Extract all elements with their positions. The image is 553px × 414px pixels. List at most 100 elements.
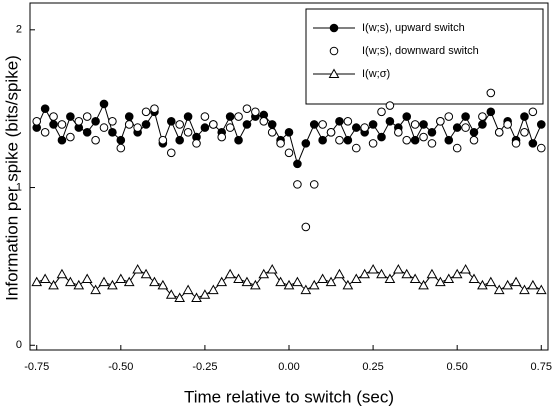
marker — [207, 284, 219, 295]
marker — [368, 120, 378, 129]
marker — [377, 132, 386, 142]
marker — [82, 128, 92, 137]
legend-box — [305, 8, 544, 105]
marker — [199, 289, 211, 299]
marker — [141, 107, 151, 117]
marker — [132, 264, 143, 274]
marker — [317, 273, 328, 284]
marker — [392, 264, 404, 274]
marker — [283, 279, 295, 290]
marker — [124, 120, 134, 129]
marker — [519, 284, 530, 295]
marker — [486, 88, 496, 98]
marker — [40, 104, 50, 113]
marker — [409, 273, 421, 284]
marker — [436, 116, 445, 126]
marker — [225, 123, 235, 132]
legend-marker — [329, 23, 339, 33]
marker — [241, 276, 253, 287]
marker — [108, 128, 117, 137]
marker — [234, 112, 243, 121]
marker — [141, 120, 151, 129]
marker — [200, 112, 210, 121]
marker — [368, 139, 378, 148]
marker — [133, 123, 142, 132]
marker — [56, 268, 68, 279]
marker — [385, 101, 395, 110]
marker — [166, 116, 176, 126]
marker — [165, 289, 177, 299]
marker — [57, 135, 67, 145]
marker — [225, 112, 235, 121]
marker — [267, 128, 277, 137]
legend-marker — [328, 68, 340, 78]
marker — [259, 116, 269, 126]
marker — [267, 120, 277, 129]
marker — [527, 279, 539, 290]
marker — [478, 112, 487, 121]
marker — [419, 120, 428, 129]
marker — [292, 276, 303, 287]
marker — [401, 268, 413, 279]
marker — [107, 279, 118, 290]
marker — [200, 123, 210, 132]
marker — [402, 135, 412, 145]
marker — [460, 264, 471, 274]
marker — [367, 264, 379, 274]
marker — [308, 279, 320, 290]
marker — [334, 268, 345, 279]
marker — [124, 112, 134, 121]
marker — [402, 112, 412, 121]
marker — [451, 268, 463, 279]
marker — [293, 159, 302, 169]
marker — [81, 273, 93, 284]
marker — [31, 276, 43, 287]
y-tick-label: 1 — [16, 181, 22, 193]
x-tick-label: 0.75 — [531, 361, 552, 373]
marker — [478, 120, 487, 129]
marker — [301, 222, 311, 232]
x-tick-label: 0.25 — [362, 361, 383, 373]
marker — [377, 107, 386, 117]
marker — [427, 128, 437, 137]
marker — [98, 276, 110, 287]
marker — [251, 107, 260, 117]
marker — [528, 107, 538, 117]
marker — [73, 279, 85, 290]
marker — [242, 120, 252, 129]
marker — [175, 135, 184, 145]
marker — [66, 112, 75, 121]
marker — [502, 279, 513, 290]
legend-label: I(w;σ) — [362, 68, 390, 80]
marker — [293, 180, 302, 189]
marker — [444, 135, 454, 145]
marker — [494, 128, 504, 137]
legend-marker — [329, 46, 339, 56]
marker — [535, 284, 547, 295]
marker — [49, 120, 58, 129]
marker — [217, 132, 227, 142]
marker — [82, 112, 92, 121]
marker — [140, 268, 152, 279]
marker — [335, 116, 344, 126]
marker — [301, 139, 311, 148]
marker — [536, 143, 546, 153]
marker — [209, 120, 218, 129]
marker — [99, 123, 109, 132]
marker — [224, 268, 236, 279]
marker — [191, 292, 202, 302]
marker — [444, 112, 454, 121]
marker — [66, 132, 75, 142]
marker — [157, 279, 169, 290]
marker — [175, 120, 184, 129]
marker — [318, 120, 327, 129]
marker — [485, 276, 497, 287]
marker — [276, 139, 285, 148]
marker — [326, 128, 336, 137]
marker — [32, 116, 42, 126]
marker — [536, 120, 546, 129]
y-tick-label: 2 — [16, 24, 22, 36]
marker — [351, 123, 361, 132]
marker — [242, 104, 252, 113]
